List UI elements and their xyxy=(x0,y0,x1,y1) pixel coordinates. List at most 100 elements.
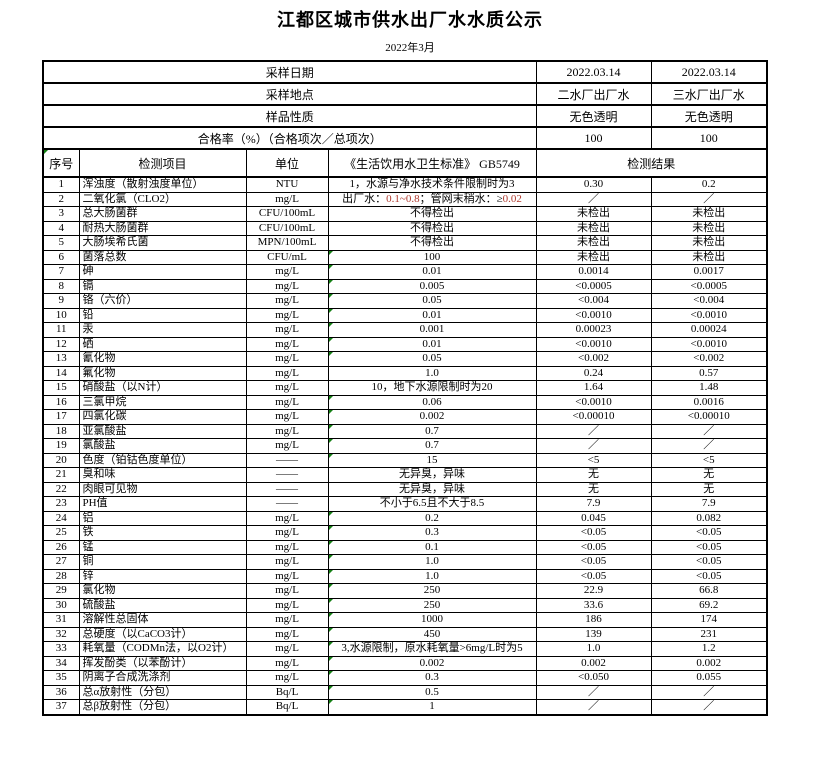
row-index-cell: 6 xyxy=(42,249,80,265)
result-plant3-cell: <0.0005 xyxy=(650,278,768,294)
cell-corner-marker-icon xyxy=(329,439,333,443)
item-name-cell: 总β放射性（分包） xyxy=(78,699,247,715)
cell-corner-marker-icon xyxy=(329,352,333,356)
result-plant2-cell: ／ xyxy=(535,684,652,700)
row-index-cell: 24 xyxy=(42,510,80,526)
result-plant2-cell: 186 xyxy=(535,612,652,628)
cell-corner-marker-icon xyxy=(329,395,333,400)
item-name-cell: 氯酸盐 xyxy=(78,438,247,454)
result-plant2-cell: 22.9 xyxy=(535,583,652,599)
row-index-cell: 15 xyxy=(42,380,80,396)
standard-cell: 250 xyxy=(327,597,537,613)
result-plant2-cell: 1.0 xyxy=(535,641,652,657)
row-index-cell: 31 xyxy=(42,612,80,628)
item-name-cell: 氰化物 xyxy=(78,351,247,367)
cell-corner-marker-icon xyxy=(329,424,333,429)
unit-cell: —— xyxy=(245,452,329,468)
cell-corner-marker-icon xyxy=(329,642,333,646)
table-row: 33 耗氧量（CODMn法，以O2计） mg/L 3,水源限制，原水耗氧量>6mg/L… xyxy=(42,641,768,657)
result-plant2-cell: <0.0010 xyxy=(535,394,652,410)
result-plant2-cell: <0.05 xyxy=(535,525,652,541)
item-name-cell: 总α放射性（分包） xyxy=(78,684,247,700)
col-header-item: 检测项目 xyxy=(78,148,247,178)
row-index-cell: 8 xyxy=(42,278,80,294)
unit-cell: —— xyxy=(245,467,329,483)
table-row: 32 总硬度（以CaCO3计） mg/L 450 139 231 xyxy=(42,626,768,642)
result-plant3-cell: 未检出 xyxy=(650,249,768,265)
cell-corner-marker-icon xyxy=(329,584,333,588)
row-index-cell: 23 xyxy=(42,496,80,512)
unit-cell: —— xyxy=(245,481,329,497)
item-name-cell: 浑浊度（散射浊度单位） xyxy=(78,176,247,193)
standard-cell: 无异臭，异味 xyxy=(327,481,537,497)
standard-cell: 0.1 xyxy=(327,539,537,555)
unit-cell: mg/L xyxy=(245,307,329,323)
standard-cell: 不小于6.5且不大于8.5 xyxy=(327,496,537,512)
item-name-cell: 溶解性总固体 xyxy=(78,612,247,628)
standard-cell: 0.3 xyxy=(327,525,537,541)
item-name-cell: 铬（六价） xyxy=(78,293,247,309)
standard-cell: 1000 xyxy=(327,612,537,628)
cell-corner-marker-icon xyxy=(329,685,333,690)
standard-cell: 0.2 xyxy=(327,510,537,526)
standard-cell: 0.7 xyxy=(327,423,537,439)
row-index-cell: 29 xyxy=(42,583,80,599)
unit-cell: mg/L xyxy=(245,394,329,410)
item-name-cell: 色度（铂钴色度单位） xyxy=(78,452,247,468)
item-name-cell: 氟化物 xyxy=(78,365,247,381)
standard-cell: 不得检出 xyxy=(327,206,537,222)
result-plant3-cell: <0.0010 xyxy=(650,336,768,352)
item-name-cell: 耐热大肠菌群 xyxy=(78,220,247,236)
row-index-cell: 27 xyxy=(42,554,80,570)
unit-cell: mg/L xyxy=(245,322,329,338)
result-plant2-cell: 未检出 xyxy=(535,220,652,236)
row-index-cell: 3 xyxy=(42,206,80,222)
unit-cell: mg/L xyxy=(245,655,329,671)
standard-cell: 0.002 xyxy=(327,655,537,671)
table-row: 15 硝酸盐（以N计） mg/L 10，地下水源限制时为20 1.64 1.48 xyxy=(42,380,768,396)
result-plant2-cell: ／ xyxy=(535,438,652,454)
cell-corner-marker-icon xyxy=(329,511,333,516)
row-index-cell: 22 xyxy=(42,481,80,497)
result-plant2-cell: 33.6 xyxy=(535,597,652,613)
table-row: 28 锌 mg/L 1.0 <0.05 <0.05 xyxy=(42,568,768,584)
sample-nature-row: 样品性质 无色透明 无色透明 xyxy=(42,104,768,128)
standard-text-run: 出厂水： xyxy=(342,192,387,205)
sampling-location-plant3: 三水厂出厂水 xyxy=(650,82,768,106)
table-row: 2 二氧化氯（CLO2） mg/L 出厂水：0.1~0.8；管网末稍水：≥0.02 ／／ xyxy=(42,191,768,207)
table-row: 21 臭和味 —— 无异臭，异味无无 xyxy=(42,467,768,483)
sampling-location-label: 采样地点 xyxy=(42,82,537,106)
table-row: 9 铬（六价） mg/L 0.05 <0.004 <0.004 xyxy=(42,293,768,309)
result-plant3-cell: 174 xyxy=(650,612,768,628)
sampling-date-plant2: 2022.03.14 xyxy=(535,60,652,84)
unit-cell: Bq/L xyxy=(245,699,329,715)
pass-rate-label: 合格率（%）（合格项次／总项次） xyxy=(42,126,537,150)
result-plant2-cell: <0.0010 xyxy=(535,336,652,352)
result-plant3-cell: <0.05 xyxy=(650,539,768,555)
unit-cell: mg/L xyxy=(245,597,329,613)
unit-cell: mg/L xyxy=(245,510,329,526)
result-plant3-cell: <0.00010 xyxy=(650,409,768,425)
item-name-cell: 铁 xyxy=(78,525,247,541)
unit-cell: mg/L xyxy=(245,583,329,599)
item-name-cell: 二氧化氯（CLO2） xyxy=(78,191,247,207)
result-plant3-cell: 0.0016 xyxy=(650,394,768,410)
row-index-cell: 5 xyxy=(42,235,80,251)
result-plant2-cell: 0.002 xyxy=(535,655,652,671)
table-row: 29 氯化物 mg/L 250 22.9 66.8 xyxy=(42,583,768,599)
unit-cell: —— xyxy=(245,496,329,512)
result-plant3-cell: ／ xyxy=(650,423,768,439)
unit-cell: CFU/100mL xyxy=(245,206,329,222)
result-plant2-cell: ／ xyxy=(535,699,652,715)
result-plant3-cell: <0.0010 xyxy=(650,307,768,323)
table-row: 17 四氯化碳 mg/L 0.002 <0.00010 <0.00010 xyxy=(42,409,768,425)
table-row: 16 三氯甲烷 mg/L 0.06 <0.0010 0.0016 xyxy=(42,394,768,410)
standard-cell: 0.5 xyxy=(327,684,537,700)
unit-cell: mg/L xyxy=(245,554,329,570)
cell-corner-marker-icon xyxy=(329,323,333,327)
page-title: 江都区城市供水出厂水水质公示 xyxy=(277,10,543,30)
table-row: 34 挥发酚类（以苯酚计） mg/L 0.002 0.002 0.002 xyxy=(42,655,768,671)
table-row: 6 菌落总数 CFU/mL 100 未检出 未检出 xyxy=(42,249,768,265)
result-plant3-cell: <0.05 xyxy=(650,525,768,541)
standard-cell: 0.01 xyxy=(327,336,537,352)
